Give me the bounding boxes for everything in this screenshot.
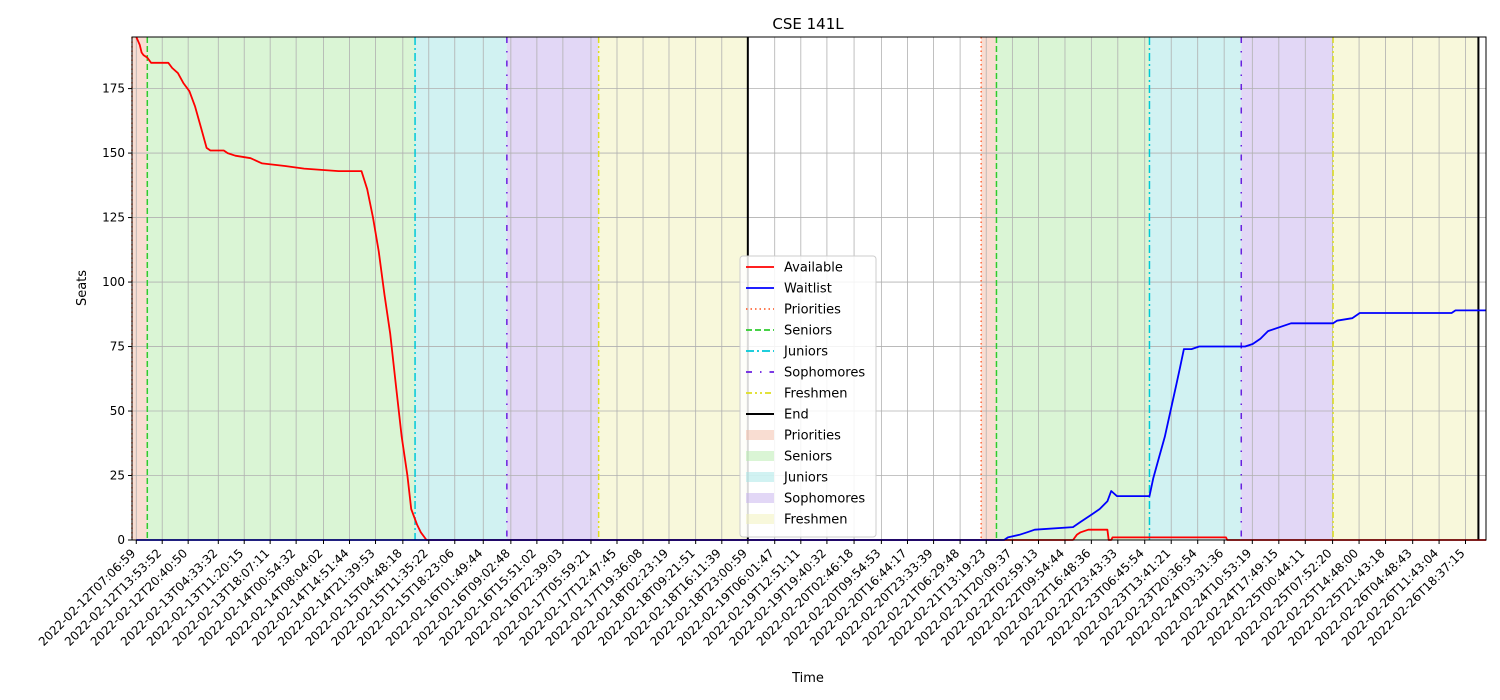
region-juniors <box>415 37 507 540</box>
legend-patch-freshmen <box>746 514 774 524</box>
legend-label-priorities: Priorities <box>784 429 841 444</box>
region-freshmen <box>1333 37 1479 540</box>
data-series <box>135 36 1486 541</box>
period-lines <box>131 37 1480 540</box>
legend-label-juniors: Juniors <box>783 471 828 486</box>
y-tick-label: 100 <box>102 275 125 289</box>
region-priorities <box>132 37 148 540</box>
legend-label-seniors: Seniors <box>784 450 832 465</box>
legend-label-sophomores: Sophomores <box>784 366 865 381</box>
x-axis-title: Time <box>791 671 824 686</box>
shaded-regions <box>132 37 1479 540</box>
legend-patch-priorities <box>746 430 774 440</box>
y-tick-label: 25 <box>110 469 125 483</box>
y-tick-label: 125 <box>102 211 125 225</box>
y-tick-label: 175 <box>102 82 125 96</box>
legend-patch-juniors <box>746 472 774 482</box>
chart-title: CSE 141L <box>772 15 844 33</box>
legend-patch-seniors <box>746 451 774 461</box>
series-line-waitlist <box>136 309 1486 541</box>
y-tick-label: 0 <box>117 533 125 547</box>
legend-patch-sophomores <box>746 493 774 503</box>
region-seniors <box>147 37 416 540</box>
legend-label-priorities: Priorities <box>784 303 841 318</box>
region-juniors <box>1149 37 1242 540</box>
region-sophomores <box>1241 37 1334 540</box>
region-freshmen <box>598 37 748 540</box>
legend-label-seniors: Seniors <box>784 324 832 339</box>
legend-box <box>739 255 877 538</box>
region-sophomores <box>506 37 599 540</box>
region-priorities <box>981 37 997 540</box>
legend-label-freshmen: Freshmen <box>784 387 848 402</box>
region-seniors <box>996 37 1150 540</box>
legend-label-end: End <box>784 408 809 423</box>
legend: Available Waitlist Priorities Seniors Junior… <box>739 255 877 538</box>
y-axis-ticks: 0 25 50 75 100 125 150 175 <box>102 82 132 547</box>
legend-label-sophomores: Sophomores <box>784 492 865 507</box>
series-line-available <box>135 36 1486 541</box>
plot-frame <box>131 36 1487 541</box>
y-tick-label: 75 <box>110 340 125 354</box>
legend-label-waitlist: Waitlist <box>784 282 832 297</box>
y-tick-label: 150 <box>102 146 125 160</box>
legend-label-freshmen: Freshmen <box>784 513 848 528</box>
y-axis-title: Seats <box>75 270 90 306</box>
y-tick-label: 50 <box>110 404 125 418</box>
legend-label-available: Available <box>784 261 843 276</box>
legend-label-juniors: Juniors <box>783 345 828 360</box>
